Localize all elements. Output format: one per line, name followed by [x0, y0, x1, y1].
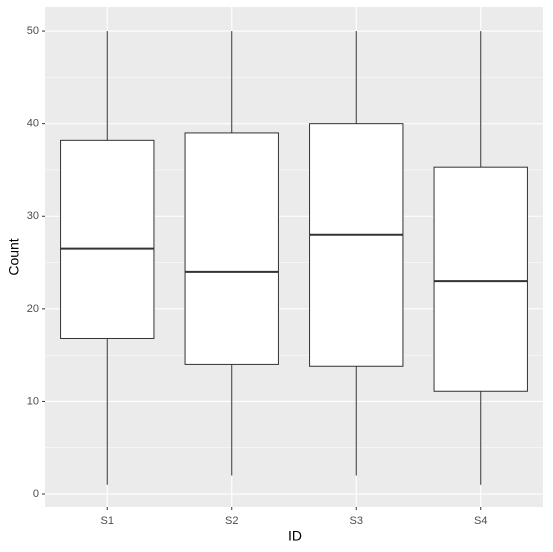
y-tick-label: 30	[27, 210, 39, 222]
y-axis-title: Count	[6, 238, 22, 275]
y-tick-label: 40	[27, 118, 39, 130]
box	[184, 132, 279, 365]
x-tick-label: S2	[225, 515, 238, 527]
box	[60, 139, 155, 339]
y-tick-label: 50	[27, 25, 39, 37]
x-tick-label: S4	[474, 515, 487, 527]
x-axis-title: ID	[288, 528, 302, 544]
x-tick-label: S1	[101, 515, 114, 527]
x-tick-label: S3	[350, 515, 363, 527]
box	[309, 123, 404, 367]
y-tick-label: 20	[27, 303, 39, 315]
box	[433, 166, 528, 392]
y-tick-label: 0	[33, 488, 39, 500]
y-tick-label: 10	[27, 395, 39, 407]
